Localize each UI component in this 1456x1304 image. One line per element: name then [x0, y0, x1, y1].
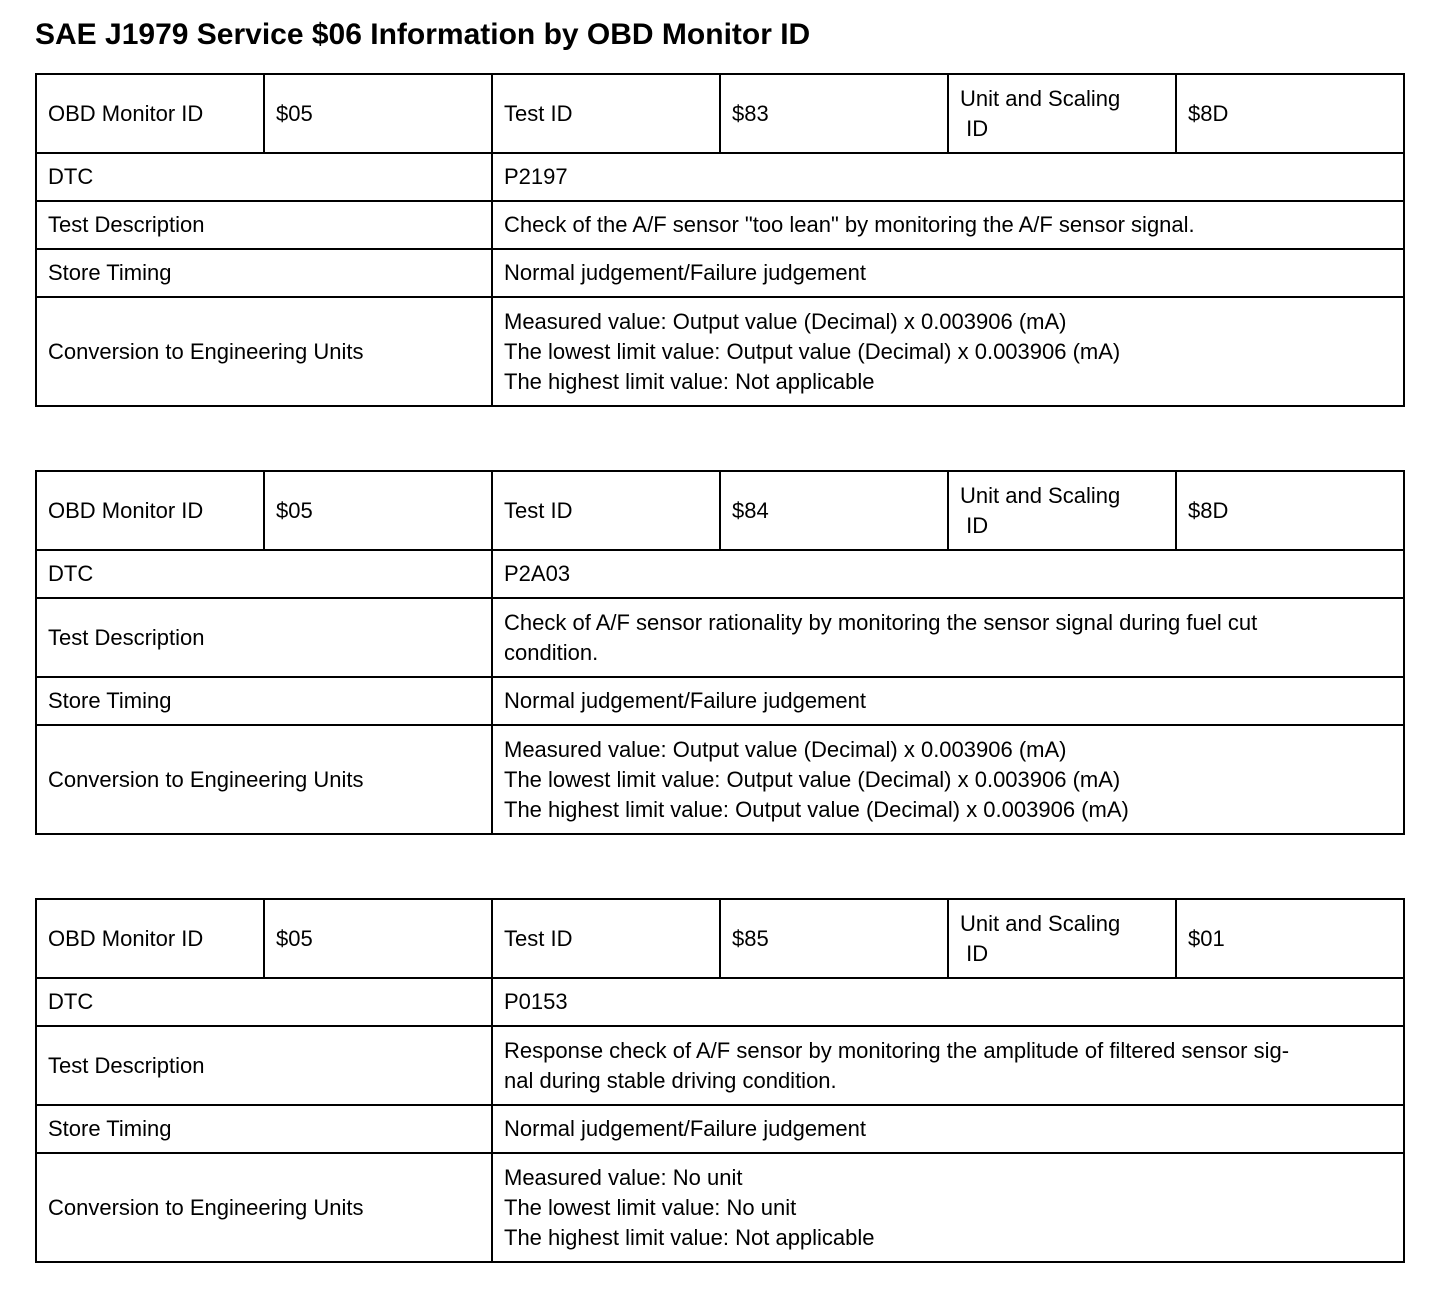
obd-monitor-id-label: OBD Monitor ID	[35, 73, 265, 154]
text-line: The lowest limit value: Output value (De…	[504, 338, 1121, 364]
text-line: Measured value: No unit	[504, 1164, 743, 1190]
dtc-value: P2197	[491, 152, 1405, 202]
text-line: Measured value: Output value (Decimal) x…	[504, 308, 1067, 334]
unit-scaling-id-label: Unit and Scaling ID	[947, 470, 1177, 551]
test-id-value: $83	[719, 73, 949, 154]
text-line: Check of A/F sensor rationality by monit…	[504, 609, 1258, 635]
test-description-label: Test Description	[35, 597, 493, 678]
unit-scaling-id-label: Unit and Scaling ID	[947, 73, 1177, 154]
header-row: OBD Monitor ID $05 Test ID $84 Unit and …	[35, 470, 1405, 551]
text-line: ID	[960, 512, 989, 538]
store-timing-value: Normal judgement/Failure judgement	[491, 1104, 1405, 1154]
dtc-value: P2A03	[491, 549, 1405, 599]
dtc-row: DTC P0153	[35, 977, 1405, 1027]
text-line: The highest limit value: Output value (D…	[504, 796, 1129, 822]
dtc-value: P0153	[491, 977, 1405, 1027]
test-description-label: Test Description	[35, 200, 493, 250]
text-line: Check of the A/F sensor "too lean" by mo…	[504, 212, 1195, 237]
test-id-label: Test ID	[491, 73, 721, 154]
dtc-label: DTC	[35, 549, 493, 599]
monitor-table: OBD Monitor ID $05 Test ID $84 Unit and …	[35, 470, 1405, 835]
store-timing-label: Store Timing	[35, 248, 493, 298]
text-line: Unit and Scaling	[960, 910, 1121, 936]
test-id-label: Test ID	[491, 470, 721, 551]
conversion-row: Conversion to Engineering Units Measured…	[35, 724, 1405, 835]
test-description-label: Test Description	[35, 1025, 493, 1106]
text-line: ID	[960, 115, 989, 141]
obd-monitor-id-label: OBD Monitor ID	[35, 898, 265, 979]
store-timing-row: Store Timing Normal judgement/Failure ju…	[35, 676, 1405, 726]
conversion-value: Measured value: Output value (Decimal) x…	[491, 296, 1405, 407]
unit-scaling-id-value: $8D	[1175, 470, 1405, 551]
conversion-label: Conversion to Engineering Units	[35, 724, 493, 835]
conversion-value: Measured value: No unit The lowest limit …	[491, 1152, 1405, 1263]
conversion-row: Conversion to Engineering Units Measured…	[35, 296, 1405, 407]
test-description-value: Check of A/F sensor rationality by monit…	[491, 597, 1405, 678]
test-id-value: $85	[719, 898, 949, 979]
text-line: Response check of A/F sensor by monitori…	[504, 1037, 1290, 1063]
obd-monitor-id-label: OBD Monitor ID	[35, 470, 265, 551]
dtc-row: DTC P2A03	[35, 549, 1405, 599]
text-line: Unit and Scaling	[960, 85, 1121, 111]
text-line: condition.	[504, 639, 599, 665]
conversion-row: Conversion to Engineering Units Measured…	[35, 1152, 1405, 1263]
store-timing-label: Store Timing	[35, 676, 493, 726]
page-title: SAE J1979 Service $06 Information by OBD…	[35, 18, 811, 51]
test-description-row: Test Description Check of A/F sensor rat…	[35, 597, 1405, 678]
store-timing-label: Store Timing	[35, 1104, 493, 1154]
test-description-value: Response check of A/F sensor by monitori…	[491, 1025, 1405, 1106]
unit-scaling-id-label: Unit and Scaling ID	[947, 898, 1177, 979]
monitor-table: OBD Monitor ID $05 Test ID $83 Unit and …	[35, 73, 1405, 407]
text-line: nal during stable driving condition.	[504, 1067, 837, 1093]
store-timing-row: Store Timing Normal judgement/Failure ju…	[35, 248, 1405, 298]
text-line: Unit and Scaling	[960, 482, 1121, 508]
test-id-value: $84	[719, 470, 949, 551]
test-description-value: Check of the A/F sensor "too lean" by mo…	[491, 200, 1405, 250]
text-line: The highest limit value: Not applicable	[504, 368, 875, 394]
text-line: The lowest limit value: No unit	[504, 1194, 797, 1220]
conversion-value: Measured value: Output value (Decimal) x…	[491, 724, 1405, 835]
store-timing-value: Normal judgement/Failure judgement	[491, 676, 1405, 726]
unit-scaling-id-value: $01	[1175, 898, 1405, 979]
unit-scaling-id-value: $8D	[1175, 73, 1405, 154]
conversion-label: Conversion to Engineering Units	[35, 1152, 493, 1263]
header-row: OBD Monitor ID $05 Test ID $83 Unit and …	[35, 73, 1405, 154]
dtc-label: DTC	[35, 977, 493, 1027]
store-timing-row: Store Timing Normal judgement/Failure ju…	[35, 1104, 1405, 1154]
text-line: ID	[960, 940, 989, 966]
obd-monitor-id-value: $05	[263, 470, 493, 551]
header-row: OBD Monitor ID $05 Test ID $85 Unit and …	[35, 898, 1405, 979]
test-description-row: Test Description Response check of A/F s…	[35, 1025, 1405, 1106]
dtc-row: DTC P2197	[35, 152, 1405, 202]
text-line: Measured value: Output value (Decimal) x…	[504, 736, 1067, 762]
test-description-row: Test Description Check of the A/F sensor…	[35, 200, 1405, 250]
conversion-label: Conversion to Engineering Units	[35, 296, 493, 407]
obd-monitor-id-value: $05	[263, 898, 493, 979]
obd-monitor-id-value: $05	[263, 73, 493, 154]
test-id-label: Test ID	[491, 898, 721, 979]
text-line: The lowest limit value: Output value (De…	[504, 766, 1121, 792]
dtc-label: DTC	[35, 152, 493, 202]
text-line: The highest limit value: Not applicable	[504, 1224, 875, 1250]
store-timing-value: Normal judgement/Failure judgement	[491, 248, 1405, 298]
monitor-table: OBD Monitor ID $05 Test ID $85 Unit and …	[35, 898, 1405, 1263]
